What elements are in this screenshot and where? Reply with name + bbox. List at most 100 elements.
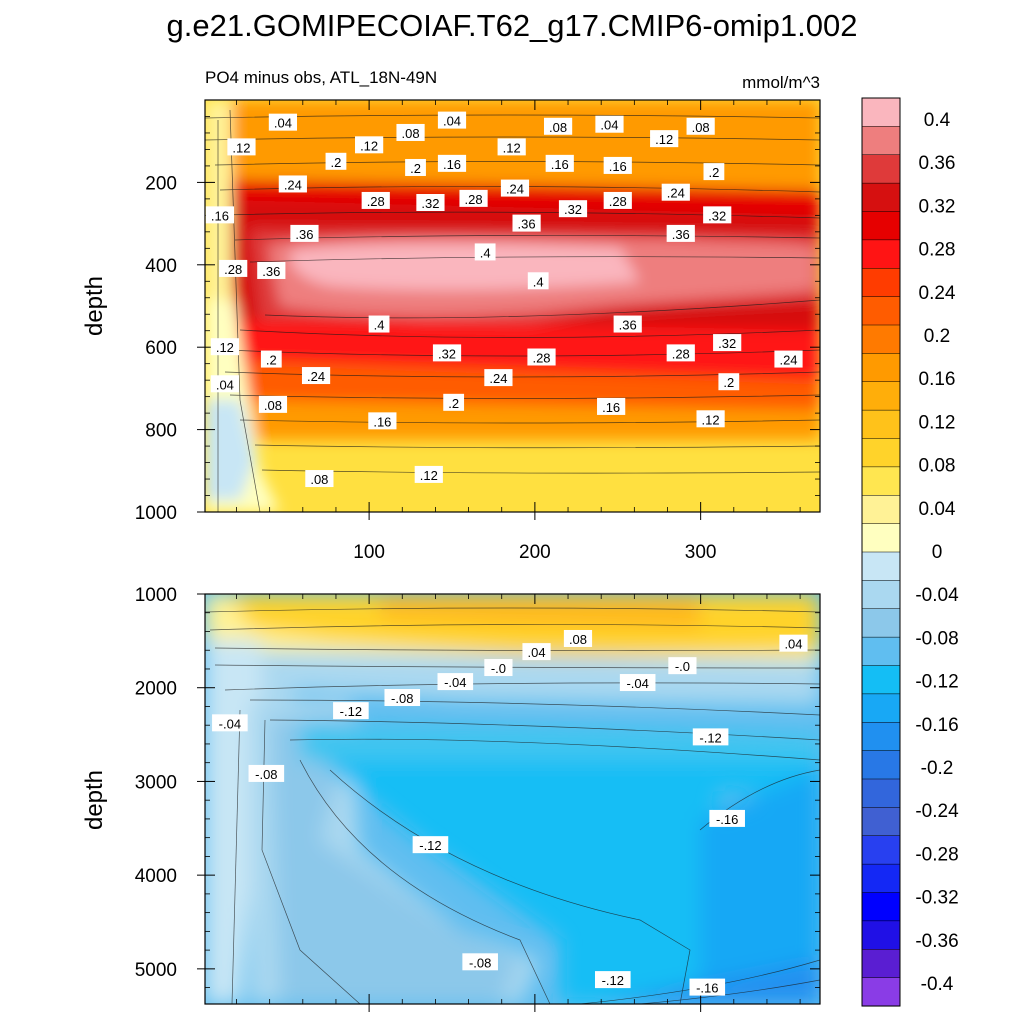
contour-label-box — [290, 224, 319, 242]
top-contour-label: .08 — [396, 123, 425, 141]
contour-label-text: -.08 — [391, 691, 413, 706]
contour-label-text: .28 — [465, 192, 483, 207]
contour-label-box — [512, 214, 541, 232]
colorbar-box — [861, 551, 901, 581]
contour-label-box — [527, 272, 549, 290]
contour-label-box — [219, 259, 248, 277]
bottom-contour-lines — [205, 607, 820, 1004]
top-contour-label: .12 — [650, 130, 679, 148]
colorbar-label: 0 — [932, 542, 943, 563]
colorbar-box — [861, 126, 901, 156]
top-x-tick-label: 300 — [685, 542, 717, 563]
contour-label-box — [384, 689, 421, 707]
contour-label-box — [597, 397, 626, 415]
contour-label-text: .04 — [527, 645, 545, 660]
colorbar-box — [861, 580, 901, 610]
top-contour-label: .28 — [527, 348, 556, 366]
colorbar-box — [861, 693, 901, 723]
contour-label-text: .36 — [518, 217, 536, 232]
contour-label-box — [603, 156, 632, 174]
top-contour-label: .16 — [603, 156, 632, 174]
contour-label-text: .24 — [307, 369, 325, 384]
top-panel: 100 200 300 200 400 600 800 1000 .04 .12 .08 .04 .1… — [81, 99, 821, 563]
contour-label-box — [405, 158, 426, 176]
contour-label-box — [368, 315, 390, 333]
top-contour-label: .16 — [368, 412, 397, 430]
top-contour-label: .28 — [219, 259, 248, 277]
contour-label-box — [361, 191, 390, 209]
bottom-contour-label: .08 — [563, 629, 593, 647]
contour-label-box — [500, 179, 530, 197]
top-contour-label: .28 — [361, 191, 390, 209]
contour-label-box — [432, 344, 462, 362]
colorbar-label: 0.4 — [924, 110, 951, 131]
contour-label-box — [437, 154, 467, 172]
contour-label-text: .28 — [367, 194, 385, 209]
contour-label-text: .08 — [549, 120, 567, 135]
bottom-panel: 1000 2000 3000 4000 5000 .08 .04 .04 -.0 -.0 -.04… — [81, 585, 821, 1012]
top-contour-label: .28 — [459, 189, 488, 207]
contour-label-text: .04 — [784, 637, 802, 652]
contour-label-box — [412, 836, 449, 854]
colorbar-box — [861, 154, 901, 184]
colorbar-box — [861, 892, 901, 922]
contour-label-box — [595, 115, 624, 133]
contour-label-text: .12 — [702, 412, 720, 427]
contour-label-text: -.04 — [444, 675, 466, 690]
contour-label-text: .36 — [295, 227, 313, 242]
top-contour-label: .24 — [278, 175, 307, 193]
contour-label-box — [661, 183, 690, 201]
contour-label-text: .2 — [266, 353, 277, 368]
contour-label-box — [543, 117, 573, 135]
top-contour-label: .28 — [666, 344, 695, 362]
colorbar-label: 0.36 — [919, 153, 956, 174]
colorbar-box — [861, 863, 901, 894]
figure-title: g.e21.GOMIPECOIAF.T62_g17.CMIP6-omip1.00… — [167, 8, 858, 43]
top-contour-label: .36 — [613, 315, 642, 333]
contour-label-box — [205, 206, 235, 224]
contour-label-text: .24 — [284, 177, 302, 192]
colorbar-box — [861, 409, 901, 440]
contour-label-text: .2 — [723, 375, 734, 390]
top-contour-label: .12 — [414, 465, 443, 483]
contour-label-text: .12 — [503, 140, 521, 155]
bottom-contour-label: -.04 — [437, 673, 474, 691]
top-contour-label: .4 — [368, 315, 390, 333]
top-x-tick-label: 200 — [519, 542, 551, 563]
top-contour-label: .16 — [545, 154, 574, 172]
contour-label-text: .12 — [216, 340, 234, 355]
contour-label-box — [227, 138, 256, 156]
bottom-y-tick-label: 4000 — [135, 866, 177, 887]
contour-label-box — [443, 393, 465, 411]
bottom-contour-labels: .08 .04 .04 -.0 -.0 -.04 -.04 -.08 -.12 -.12 -.04 -… — [212, 629, 808, 996]
colorbar-label: -0.16 — [915, 715, 958, 736]
contour-label-box — [396, 123, 425, 141]
contour-label-text: .28 — [224, 262, 242, 277]
contour-label-text: .32 — [421, 196, 439, 211]
bottom-contour-label: -.16 — [709, 809, 745, 827]
contour-label-text: .24 — [506, 182, 524, 197]
contour-label-box — [484, 369, 513, 387]
colorbar-box — [861, 324, 901, 354]
colorbar-box — [861, 920, 901, 950]
contour-label-text: .32 — [708, 208, 726, 223]
contour-label-text: -.12 — [340, 704, 362, 719]
contour-label-box — [268, 113, 298, 131]
top-contour-label: .16 — [205, 206, 235, 224]
contour-label-box — [368, 412, 397, 430]
bottom-contour-label: -.08 — [384, 689, 421, 707]
contour-label-box — [437, 673, 474, 691]
contour-label-box — [594, 971, 631, 989]
colorbar-label: 0.04 — [919, 499, 956, 520]
colorbar-label: -0.24 — [915, 801, 959, 822]
top-contour-label: .4 — [474, 243, 496, 261]
contour-label-box — [522, 643, 551, 661]
contour-label-text: .12 — [360, 138, 378, 153]
top-contour-label: .2 — [443, 393, 465, 411]
contour-label-box — [545, 154, 574, 172]
top-contour-label: .24 — [661, 183, 690, 201]
contour-label-text: .16 — [373, 414, 391, 429]
contour-label-box — [305, 470, 334, 488]
top-contour-label: .32 — [703, 206, 732, 224]
